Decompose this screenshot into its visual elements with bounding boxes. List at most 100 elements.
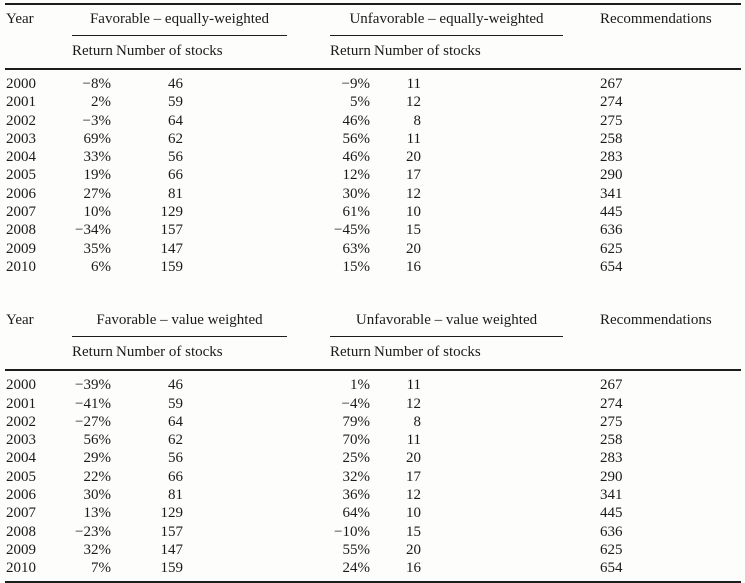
favorable-return-cell: −23% [75,523,111,540]
unfavorable-stocks-cell: 20 [374,240,598,258]
unfavorable-stocks-cell: 20 [374,541,598,559]
unfavorable-stocks-cell: 8 [374,413,598,431]
year-cell: 2007 [6,204,36,221]
unfavorable-stocks-value: 11 [406,76,422,92]
unfavorable-stocks-cell: 17 [374,468,598,486]
recommendations-cell: 445 [600,505,623,522]
unfavorable-stocks-value: 15 [406,523,422,540]
favorable-return-cell: 10% [83,204,112,221]
favorable-stocks-value: 59 [168,395,183,412]
year-cell: 2006 [6,185,36,202]
recommendations-cell: 283 [600,149,623,166]
recommendations-column-header: Recommendations [598,4,742,70]
year-column-header: Year [5,306,68,372]
table-row: 2008 −34% 157 −45% 15 636 [5,221,741,239]
favorable-group-label: Favorable – value weighted [96,312,263,329]
unfavorable-stocks-cell: 15 [374,221,598,239]
recommendations-cell: 275 [600,413,623,430]
recommendations-cell: 274 [600,94,623,111]
unfavorable-stocks-cell: 12 [374,185,598,203]
table-row: 2002 −27% 64 79% 8 275 [5,413,741,431]
table-row: 2003 56% 62 70% 11 258 [5,431,741,449]
year-cell: 2001 [6,395,36,412]
favorable-return-cell: −34% [75,222,111,239]
table-row: 2006 27% 81 30% 12 341 [5,185,741,203]
favorable-stocks-value: 147 [160,541,184,558]
favorable-group-header: Favorable – value weighted [68,306,330,338]
unfavorable-stocks-cell: 12 [374,395,598,413]
unfavorable-stocks-cell: 16 [374,258,598,279]
unfavorable-return-cell: 32% [342,468,371,485]
unfavorable-group-header: Unfavorable – equally-weighted [330,4,598,36]
recommendations-column-header: Recommendations [598,306,742,372]
unfavorable-return-header: Return [330,36,375,70]
recommendations-cell: 636 [600,523,623,540]
favorable-stocks-value: 46 [168,377,183,394]
favorable-stocks-value: 59 [168,94,183,111]
unfavorable-stocks-cell: 10 [374,504,598,522]
unfavorable-return-cell: 63% [342,240,371,257]
favorable-return-cell: −41% [75,395,111,412]
recommendations-cell: 258 [600,432,623,449]
recommendations-cell: 625 [600,240,623,257]
favorable-stocks-cell: 64 [116,112,330,130]
year-cell: 2008 [6,222,36,239]
favorable-return-cell: 69% [83,130,112,147]
unfavorable-stocks-cell: 20 [374,449,598,467]
table-row: 2010 6% 159 15% 16 654 [5,258,741,279]
favorable-return-cell: 27% [83,185,112,202]
favorable-stocks-value: 159 [160,258,184,275]
unfavorable-stocks-value: 8 [413,112,422,129]
unfavorable-stocks-value: 10 [406,505,422,522]
recommendations-cell: 341 [600,487,623,504]
unfavorable-stocks-value: 16 [406,258,422,275]
subheader-row: Return Number of stocks Return Number of… [5,36,741,70]
unfavorable-stocks-value: 17 [406,167,422,184]
favorable-group-underline: Favorable – value weighted [72,306,288,338]
year-cell: 2004 [6,450,36,467]
unfavorable-stocks-cell: 10 [374,203,598,221]
favorable-return-cell: −3% [82,112,111,129]
unfavorable-return-cell: −4% [341,395,371,412]
unfavorable-stocks-cell: 17 [374,166,598,184]
favorable-stocks-cell: 81 [116,185,330,203]
year-cell: 2000 [6,76,36,92]
favorable-return-header: Return [68,36,116,70]
favorable-return-cell: 30% [83,487,112,504]
unfavorable-return-cell: −9% [341,76,371,92]
unfavorable-stocks-value: 17 [406,468,422,485]
favorable-stocks-value: 56 [168,149,183,166]
unfavorable-stocks-value: 11 [406,377,422,394]
favorable-stocks-cell: 59 [116,395,330,413]
recommendations-cell: 290 [600,167,623,184]
favorable-return-cell: 35% [83,240,112,257]
table-row: 2007 10% 129 61% 10 445 [5,203,741,221]
unfavorable-stocks-cell: 11 [374,130,598,148]
favorable-stocks-value: 147 [160,240,184,257]
year-cell: 2001 [6,94,36,111]
unfavorable-stocks-value: 16 [406,560,422,577]
unfavorable-stocks-header: Number of stocks [374,337,599,372]
year-cell: 2009 [6,240,36,257]
year-cell: 2004 [6,149,36,166]
unfavorable-stocks-value: 15 [406,222,422,239]
favorable-stocks-cell: 129 [116,504,330,522]
subheader-row: Return Number of stocks Return Number of… [5,337,741,372]
table-row: 2000 −8% 46 −9% 11 267 [5,69,741,93]
unfavorable-return-cell: 64% [342,505,371,522]
unfavorable-stocks-value: 20 [406,149,422,166]
year-cell: 2003 [6,432,36,449]
unfavorable-stocks-cell: 15 [374,523,598,541]
favorable-return-cell: 33% [83,149,112,166]
favorable-stocks-value: 56 [168,450,183,467]
favorable-stocks-cell: 66 [116,166,330,184]
favorable-stocks-cell: 62 [116,431,330,449]
year-cell: 2007 [6,505,36,522]
year-cell: 2005 [6,167,36,184]
unfavorable-return-cell: 5% [350,94,371,111]
unfavorable-stocks-cell: 8 [374,112,598,130]
unfavorable-return-cell: 15% [342,258,371,275]
favorable-stocks-value: 66 [168,468,183,485]
recommendations-cell: 275 [600,112,623,129]
favorable-stocks-value: 66 [168,167,183,184]
